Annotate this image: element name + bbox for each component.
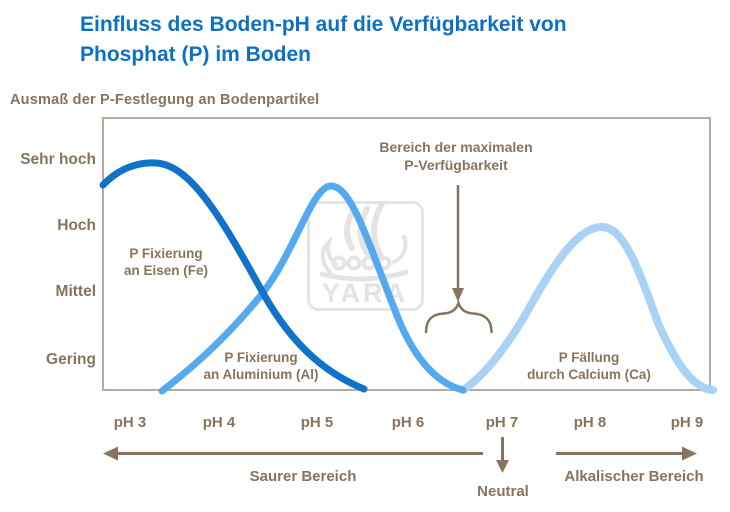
y-tick-mittel: Mittel <box>55 283 96 300</box>
ship-prow <box>320 235 338 274</box>
x-tick-ph8: pH 8 <box>573 414 607 431</box>
curve-eisen-fe <box>99 159 368 393</box>
y-tick-sehr-hoch: Sehr hoch <box>20 151 96 168</box>
max-availability-annotation: Bereich der maximalen P-Verfügbarkeit <box>379 139 532 174</box>
label-curve-fe-line2: an Eisen (Fe) <box>123 263 209 278</box>
optimum-brace <box>424 299 493 334</box>
label-neutral: Neutral <box>477 483 529 500</box>
x-tick-ph3: pH 3 <box>113 414 147 431</box>
annotation-line1: Bereich der maximalen <box>379 139 533 155</box>
label-curve-ca-line2: durch Calcium (Ca) <box>527 367 651 382</box>
page-title-line2: Phosphat (P) im Boden <box>80 43 311 66</box>
acid-range-arrow <box>103 446 483 461</box>
x-tick-ph4: pH 4 <box>202 414 236 431</box>
ship-hull <box>319 269 409 282</box>
x-tick-ph6: pH 6 <box>391 414 425 431</box>
x-tick-ph5: pH 5 <box>300 414 334 431</box>
label-alkaline-range: Alkalischer Bereich <box>564 468 704 485</box>
y-axis-title: Ausmaß der P-Festlegung an Bodenpartikel <box>10 92 320 108</box>
alkaline-range-arrow <box>556 446 697 461</box>
page-title: Einfluss des Boden-pH auf die Verfügbark… <box>80 10 660 70</box>
label-curve-fe-line1: P Fixierung <box>129 246 203 261</box>
plot-area <box>102 117 711 391</box>
x-tick-ph7: pH 7 <box>485 414 519 431</box>
label-curve-al-line1: P Fixierung <box>224 350 298 365</box>
y-tick-hoch: Hoch <box>57 217 96 234</box>
label-curve-al: P Fixierung an Aluminium (Al) <box>204 349 319 383</box>
label-curve-ca: P Fällung durch Calcium (Ca) <box>527 349 651 383</box>
label-curve-al-line2: an Aluminium (Al) <box>203 367 319 382</box>
annotation-line2: P-Verfügbarkeit <box>404 156 508 173</box>
watermark-frame <box>307 201 424 311</box>
x-tick-ph9: pH 9 <box>670 414 704 431</box>
curve-calcium-ca <box>459 222 717 394</box>
label-curve-ca-line1: P Fällung <box>558 350 620 365</box>
label-curve-fe: P Fixierung an Eisen (Fe) <box>124 245 208 279</box>
label-acid-range: Saurer Bereich <box>249 468 357 485</box>
y-tick-gering: Gering <box>46 351 96 368</box>
ship-stern <box>392 235 408 264</box>
page-title-line1: Einfluss des Boden-pH auf die Verfügbark… <box>80 13 567 36</box>
yara-watermark: YARA <box>307 201 424 311</box>
max-availability-arrow <box>452 185 464 302</box>
neutral-arrow <box>496 437 509 473</box>
curve-aluminium-al <box>158 182 467 395</box>
